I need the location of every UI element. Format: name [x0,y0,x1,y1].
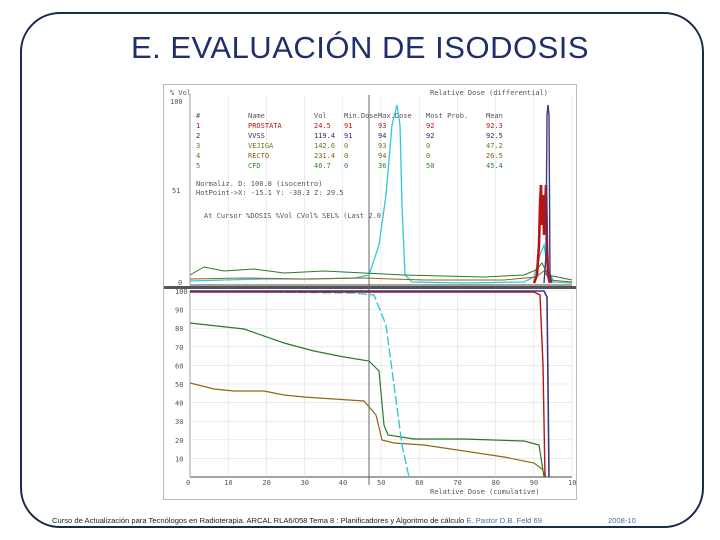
cumulative-curve-vejiga [189,322,545,478]
cumulative-curve-vvss [190,290,550,478]
table-header: Min.Dose [344,112,378,120]
cumulative-axis-title: Relative Dose (cumulative) [430,488,540,496]
table-header: # [196,112,201,120]
footer-date: 2008-10 [608,516,636,525]
structure-cell-prob: 92 [426,132,434,140]
structure-cell-min: 91 [344,132,352,140]
normaliz-text: Normaliz. D: 100.0 (isocentro) [196,180,322,188]
page-number: 69 [533,516,542,525]
structure-cell-max: 93 [378,122,386,130]
y-tick-label: 10 [175,455,183,463]
structure-cell-mean: 26.5 [486,152,503,160]
y-tick-label: 70 [175,344,183,352]
structure-cell-name: VVSS [248,132,265,140]
y-tick-label: 80 [175,325,183,333]
table-header: Mean [486,112,503,120]
structure-cell-max: 36 [378,162,386,170]
differential-curve-vvss [543,104,553,284]
structure-cell-vol: 119.4 [314,132,335,140]
cumulative-curve-prostata [190,291,546,478]
structure-cell-max: 93 [378,142,386,150]
structure-cell-prob: 0 [426,142,430,150]
x-tick-label: 30 [301,479,309,487]
structure-cell-id: 3 [196,142,200,150]
structure-cell-min: 91 [344,122,352,130]
dvh-screenshot: % Vol 100 Relative Dose (differential) 5… [163,84,577,500]
upper-grid [189,95,573,285]
hotpoint-text: HotPoint->X: -15.1 Y: -30.3 Z: 29.5 [196,189,344,197]
structure-cell-name: PROSTATA [248,122,283,130]
x-tick-label: 80 [492,479,500,487]
slide-title: E. EVALUACIÓN DE ISODOSIS [130,30,590,65]
x-tick-label: 60 [415,479,423,487]
structure-cell-mean: 45.4 [486,162,503,170]
x-tick-label: 40 [339,479,347,487]
structure-cell-mean: 47.2 [486,142,503,150]
y-tick-label: 90 [175,307,183,315]
differential-curve-vejiga [189,262,573,281]
upper-y-zero: 0 [178,279,182,287]
y-tick-label: 40 [175,400,183,408]
differential-title: Relative Dose (differential) [430,89,548,97]
table-header: Name [248,112,265,120]
structure-cell-vol: 46.7 [314,162,331,170]
structure-cell-prob: 50 [426,162,434,170]
vol-axis-max: 100 [170,98,183,106]
x-tick-label: 70 [453,479,461,487]
structure-cell-prob: 92 [426,122,434,130]
y-tick-label: 60 [175,362,183,370]
structure-cell-id: 5 [196,162,200,170]
structure-cell-vol: 231.4 [314,152,335,160]
structure-cell-vol: 24.5 [314,122,331,130]
cumulative-curve-recto [189,382,547,478]
structure-cell-min: 0 [344,142,348,150]
table-header: Vol [314,112,327,120]
vol-axis-label: % Vol [170,89,191,97]
structure-cell-name: RECTO [248,152,269,160]
x-tick-label: 0 [186,479,190,487]
x-tick-label: 50 [377,479,385,487]
structure-cell-mean: 92.5 [486,132,503,140]
structure-cell-id: 4 [196,152,200,160]
slide-footer: Curso de Actualización para Tecnólogos e… [52,516,636,525]
dvh-plot: % Vol 100 Relative Dose (differential) 5… [164,85,576,499]
table-header: Most Prob. [426,112,468,120]
x-tick-label: 90 [530,479,538,487]
cumulative-x-ticks: 0 10 20 30 40 50 60 70 80 90 100 [186,479,576,487]
structure-cell-id: 1 [196,122,200,130]
structure-cell-mean: 92.3 [486,122,503,130]
structure-cell-name: VEJIGA [248,142,274,150]
x-tick-label: 100 [568,479,576,487]
x-tick-label: 20 [262,479,270,487]
slide-frame [20,12,704,528]
structure-cell-max: 94 [378,132,386,140]
y-tick-label: 30 [175,418,183,426]
x-tick-label: 10 [224,479,232,487]
course-text: Curso de Actualización para Tecnólogos e… [52,516,465,525]
structure-cell-min: 0 [344,152,348,160]
y-tick-label: 20 [175,437,183,445]
y-tick-label: 100 [175,288,188,296]
structure-cell-id: 2 [196,132,200,140]
cumulative-y-ticks: 100 90 80 70 60 50 40 30 20 10 [175,288,188,463]
structure-cell-max: 94 [378,152,386,160]
differential-curve-prostata [532,184,552,284]
cursor-readout: At Cursor %DOSIS %Vol CVol% SEL% (Last 2… [204,212,385,220]
structure-cell-vol: 142.6 [314,142,335,150]
upper-y-tick: 51 [172,187,180,195]
structure-cell-name: CFD [248,162,261,170]
structure-cell-min: 0 [344,162,348,170]
structure-cell-prob: 0 [426,152,430,160]
y-tick-label: 50 [175,381,183,389]
authors-text: E. Pastor D.B. Feld [466,516,532,525]
